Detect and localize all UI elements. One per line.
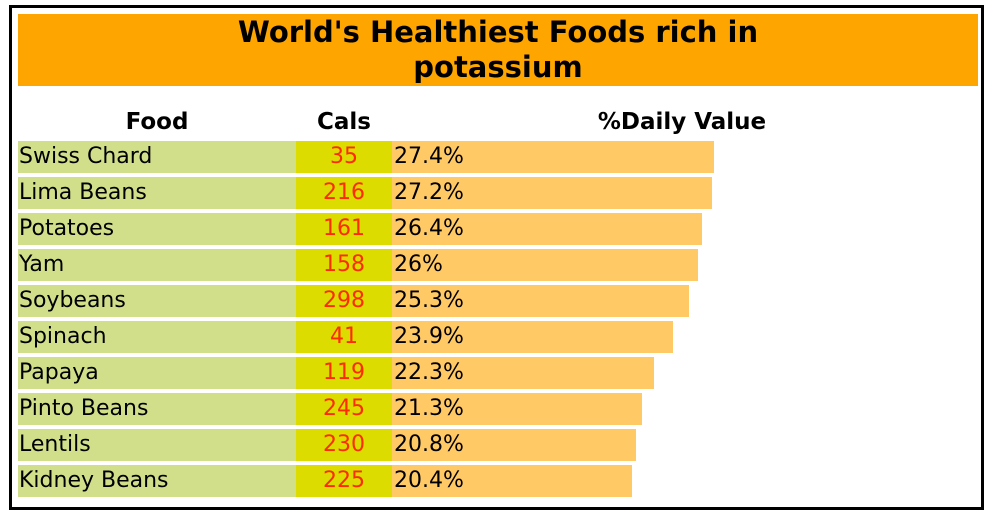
cals-cell: 119	[296, 357, 392, 389]
cals-cell: 298	[296, 285, 392, 317]
table-row: Papaya 119 22.3%	[18, 357, 978, 389]
food-cell: Lentils	[18, 429, 296, 461]
cals-cell: 245	[296, 393, 392, 425]
food-label: Lima Beans	[19, 180, 147, 205]
cals-label: 158	[323, 252, 365, 277]
table-row: Soybeans 298 25.3%	[18, 285, 978, 317]
cals-label: 225	[323, 468, 365, 493]
column-header-food: Food	[125, 109, 189, 135]
table-row: Spinach 41 23.9%	[18, 321, 978, 353]
table-row: Pinto Beans 245 21.3%	[18, 393, 978, 425]
chart-title: World's Healthiest Foods rich in potassi…	[237, 15, 759, 84]
food-label: Yam	[19, 252, 65, 277]
daily-value-bar	[392, 321, 673, 353]
table-row: Swiss Chard 35 27.4%	[18, 141, 978, 173]
daily-value-label: 27.2%	[394, 180, 464, 205]
cals-label: 35	[330, 144, 358, 169]
food-cell: Spinach	[18, 321, 296, 353]
food-label: Potatoes	[19, 216, 115, 241]
food-cell: Swiss Chard	[18, 141, 296, 173]
food-cell: Yam	[18, 249, 296, 281]
food-cell: Kidney Beans	[18, 465, 296, 497]
food-cell: Lima Beans	[18, 177, 296, 209]
daily-value-label: 27.4%	[394, 144, 464, 169]
daily-value-bar	[392, 429, 636, 461]
table-row: Yam 158 26%	[18, 249, 978, 281]
cals-cell: 225	[296, 465, 392, 497]
daily-value-label: 23.9%	[394, 324, 464, 349]
cals-cell: 161	[296, 213, 392, 245]
daily-value-label: 20.4%	[394, 468, 464, 493]
daily-value-bar	[392, 465, 632, 497]
daily-value-label: 26%	[394, 252, 443, 277]
cals-cell: 41	[296, 321, 392, 353]
daily-value-bar	[392, 357, 654, 389]
cals-cell: 35	[296, 141, 392, 173]
table-row: Kidney Beans 225 20.4%	[18, 465, 978, 497]
food-cell: Potatoes	[18, 213, 296, 245]
daily-value-bar	[392, 249, 698, 281]
cals-label: 216	[323, 180, 365, 205]
cals-label: 41	[330, 324, 358, 349]
daily-value-label: 21.3%	[394, 396, 464, 421]
food-label: Kidney Beans	[19, 468, 169, 493]
cals-label: 119	[323, 360, 365, 385]
food-label: Swiss Chard	[19, 144, 153, 169]
food-label: Spinach	[19, 324, 107, 349]
cals-cell: 230	[296, 429, 392, 461]
food-cell: Soybeans	[18, 285, 296, 317]
title-bar: World's Healthiest Foods rich in potassi…	[18, 14, 978, 86]
daily-value-bar	[392, 141, 714, 173]
column-header-daily-value: %Daily Value	[597, 109, 767, 135]
cals-label: 161	[323, 216, 365, 241]
table-row: Potatoes 161 26.4%	[18, 213, 978, 245]
food-label: Lentils	[19, 432, 91, 457]
food-label: Soybeans	[19, 288, 126, 313]
daily-value-bar	[392, 177, 712, 209]
food-label: Papaya	[19, 360, 99, 385]
daily-value-label: 20.8%	[394, 432, 464, 457]
food-cell: Pinto Beans	[18, 393, 296, 425]
cals-label: 298	[323, 288, 365, 313]
daily-value-label: 22.3%	[394, 360, 464, 385]
daily-value-bar	[392, 213, 702, 245]
daily-value-bar	[392, 285, 689, 317]
cals-label: 245	[323, 396, 365, 421]
daily-value-label: 26.4%	[394, 216, 464, 241]
table-row: Lima Beans 216 27.2%	[18, 177, 978, 209]
cals-label: 230	[323, 432, 365, 457]
table-row: Lentils 230 20.8%	[18, 429, 978, 461]
column-header-cals: Cals	[317, 109, 371, 135]
cals-cell: 158	[296, 249, 392, 281]
food-cell: Papaya	[18, 357, 296, 389]
cals-cell: 216	[296, 177, 392, 209]
daily-value-bar	[392, 393, 642, 425]
daily-value-label: 25.3%	[394, 288, 464, 313]
food-label: Pinto Beans	[19, 396, 149, 421]
